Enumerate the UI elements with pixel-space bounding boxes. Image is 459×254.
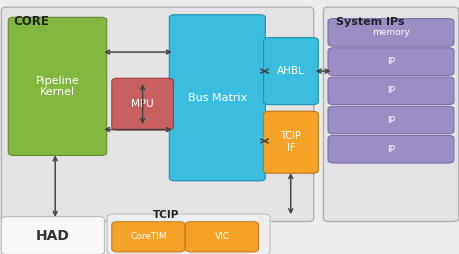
FancyBboxPatch shape: [327, 135, 453, 163]
FancyBboxPatch shape: [112, 222, 185, 252]
Text: AHBL: AHBL: [276, 66, 304, 76]
Text: memory: memory: [371, 28, 409, 37]
FancyBboxPatch shape: [327, 19, 453, 46]
Text: Pipeline
Kernel: Pipeline Kernel: [35, 75, 79, 97]
Text: MPU: MPU: [131, 99, 154, 109]
FancyBboxPatch shape: [263, 38, 318, 105]
Text: IP: IP: [386, 116, 394, 124]
Text: Bus Matrix: Bus Matrix: [187, 93, 246, 103]
FancyBboxPatch shape: [8, 17, 106, 155]
Text: IP: IP: [386, 86, 394, 95]
FancyBboxPatch shape: [323, 7, 458, 221]
FancyBboxPatch shape: [1, 7, 313, 221]
FancyBboxPatch shape: [107, 214, 269, 254]
Text: IP: IP: [386, 57, 394, 66]
Text: CORE: CORE: [14, 15, 50, 28]
FancyBboxPatch shape: [185, 222, 258, 252]
FancyBboxPatch shape: [169, 15, 265, 181]
Text: HAD: HAD: [36, 229, 70, 243]
Text: TCIP: TCIP: [152, 210, 179, 220]
FancyBboxPatch shape: [1, 217, 104, 254]
FancyBboxPatch shape: [327, 48, 453, 75]
FancyBboxPatch shape: [263, 111, 318, 173]
Text: IP: IP: [386, 145, 394, 154]
FancyBboxPatch shape: [327, 106, 453, 134]
FancyBboxPatch shape: [112, 78, 173, 130]
Text: VIC: VIC: [214, 232, 229, 241]
Text: CoreTIM: CoreTIM: [130, 232, 166, 241]
Text: TCIP
IF: TCIP IF: [280, 131, 301, 153]
Text: System IPs: System IPs: [335, 17, 403, 27]
FancyBboxPatch shape: [327, 77, 453, 105]
